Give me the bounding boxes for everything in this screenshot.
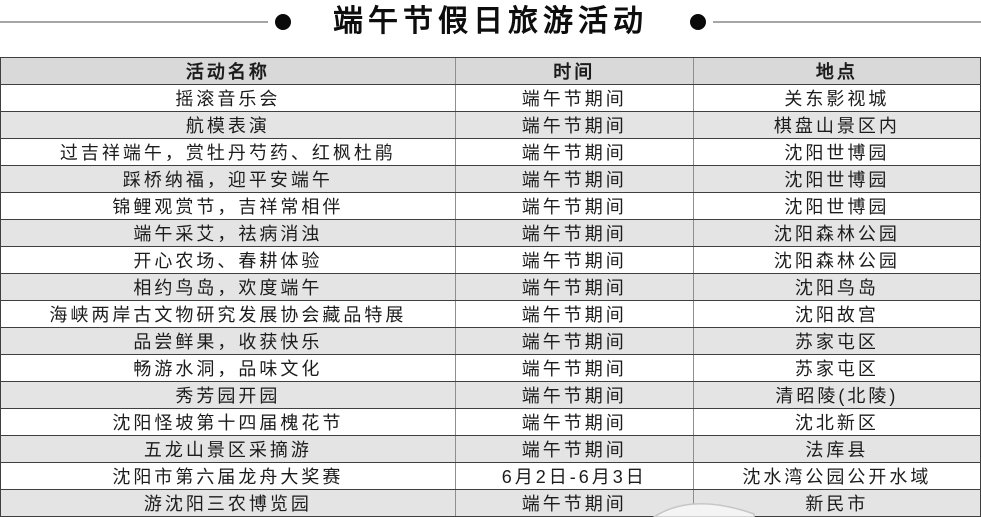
bullet-left-icon xyxy=(275,14,291,30)
title-rule-left xyxy=(0,21,268,23)
table-row: 畅游水洞，品味文化 端午节期间 苏家屯区 xyxy=(0,354,981,382)
cell-time: 端午节期间 xyxy=(454,192,694,220)
cell-activity-name: 摇滚音乐会 xyxy=(0,84,456,112)
cell-time: 端午节期间 xyxy=(454,273,694,301)
table-row: 秀芳园开园 端午节期间 清昭陵(北陵) xyxy=(0,381,981,409)
cell-time: 端午节期间 xyxy=(454,354,694,382)
cell-place: 法库县 xyxy=(692,435,981,463)
cell-time: 端午节期间 xyxy=(454,84,694,112)
cell-time: 端午节期间 xyxy=(454,435,694,463)
column-header-activity: 活动名称 xyxy=(0,57,456,85)
cell-activity-name: 品尝鲜果，收获快乐 xyxy=(0,327,456,355)
table-row: 品尝鲜果，收获快乐 端午节期间 苏家屯区 xyxy=(0,327,981,355)
table-row: 五龙山景区采摘游 端午节期间 法库县 xyxy=(0,435,981,463)
table-body: 摇滚音乐会 端午节期间 关东影视城 航模表演 端午节期间 棋盘山景区内 过吉祥端午，赏牡丹芍… xyxy=(0,84,981,517)
cell-time: 端午节期间 xyxy=(454,300,694,328)
cell-place: 沈阳故宫 xyxy=(692,300,981,328)
cell-activity-name: 端午采艾，祛病消浊 xyxy=(0,219,456,247)
column-header-time: 时间 xyxy=(454,57,694,85)
cell-time: 端午节期间 xyxy=(454,381,694,409)
cell-time: 端午节期间 xyxy=(454,327,694,355)
cell-place: 新民市 xyxy=(692,489,981,517)
cell-time: 端午节期间 xyxy=(454,219,694,247)
cell-place: 沈阳世博园 xyxy=(692,138,981,166)
table-row: 过吉祥端午，赏牡丹芍药、红枫杜鹃 端午节期间 沈阳世博园 xyxy=(0,138,981,166)
title-rule-right xyxy=(713,21,981,23)
cell-activity-name: 过吉祥端午，赏牡丹芍药、红枫杜鹃 xyxy=(0,138,456,166)
cell-activity-name: 秀芳园开园 xyxy=(0,381,456,409)
cell-activity-name: 游沈阳三农博览园 xyxy=(0,489,456,517)
table-row: 开心农场、春耕体验 端午节期间 沈阳森林公园 xyxy=(0,246,981,274)
column-header-place: 地点 xyxy=(692,57,981,85)
activities-table: 活动名称 时间 地点 摇滚音乐会 端午节期间 关东影视城 航模表演 端午节期间 棋盘山景区… xyxy=(0,57,981,517)
title-band: 端午节假日旅游活动 xyxy=(0,0,981,57)
table-row: 端午采艾，祛病消浊 端午节期间 沈阳森林公园 xyxy=(0,219,981,247)
cell-activity-name: 畅游水洞，品味文化 xyxy=(0,354,456,382)
cell-place: 清昭陵(北陵) xyxy=(692,381,981,409)
cell-activity-name: 航模表演 xyxy=(0,111,456,139)
cell-time: 6月2日-6月3日 xyxy=(454,462,694,490)
cell-place: 苏家屯区 xyxy=(692,354,981,382)
cell-activity-name: 相约鸟岛，欢度端午 xyxy=(0,273,456,301)
cell-place: 棋盘山景区内 xyxy=(692,111,981,139)
cell-place: 关东影视城 xyxy=(692,84,981,112)
table-row: 航模表演 端午节期间 棋盘山景区内 xyxy=(0,111,981,139)
table-header-row: 活动名称 时间 地点 xyxy=(0,57,981,85)
cell-place: 沈阳鸟岛 xyxy=(692,273,981,301)
cell-time: 端午节期间 xyxy=(454,246,694,274)
cell-activity-name: 开心农场、春耕体验 xyxy=(0,246,456,274)
table-row: 摇滚音乐会 端午节期间 关东影视城 xyxy=(0,84,981,112)
table-row: 沈阳怪坡第十四届槐花节 端午节期间 沈北新区 xyxy=(0,408,981,436)
table-row: 相约鸟岛，欢度端午 端午节期间 沈阳鸟岛 xyxy=(0,273,981,301)
table-row: 游沈阳三农博览园 端午节期间 新民市 xyxy=(0,489,981,517)
table-row: 踩桥纳福，迎平安端午 端午节期间 沈阳世博园 xyxy=(0,165,981,193)
cell-place: 沈阳森林公园 xyxy=(692,219,981,247)
cell-time: 端午节期间 xyxy=(454,165,694,193)
cell-activity-name: 五龙山景区采摘游 xyxy=(0,435,456,463)
cell-place: 沈北新区 xyxy=(692,408,981,436)
table-row: 沈阳市第六届龙舟大奖赛 6月2日-6月3日 沈水湾公园公开水域 xyxy=(0,462,981,490)
table-row: 锦鲤观赏节，吉祥常相伴 端午节期间 沈阳世博园 xyxy=(0,192,981,220)
cell-activity-name: 沈阳怪坡第十四届槐花节 xyxy=(0,408,456,436)
cell-activity-name: 海峡两岸古文物研究发展协会藏品特展 xyxy=(0,300,456,328)
cell-activity-name: 沈阳市第六届龙舟大奖赛 xyxy=(0,462,456,490)
cell-time: 端午节期间 xyxy=(454,489,694,517)
table-row: 海峡两岸古文物研究发展协会藏品特展 端午节期间 沈阳故宫 xyxy=(0,300,981,328)
cell-time: 端午节期间 xyxy=(454,138,694,166)
bullet-right-icon xyxy=(690,14,706,30)
cell-place: 沈阳世博园 xyxy=(692,192,981,220)
cell-activity-name: 踩桥纳福，迎平安端午 xyxy=(0,165,456,193)
cell-time: 端午节期间 xyxy=(454,111,694,139)
cell-activity-name: 锦鲤观赏节，吉祥常相伴 xyxy=(0,192,456,220)
cell-place: 沈阳世博园 xyxy=(692,165,981,193)
cell-time: 端午节期间 xyxy=(454,408,694,436)
cell-place: 沈阳森林公园 xyxy=(692,246,981,274)
cell-place: 苏家屯区 xyxy=(692,327,981,355)
page-title: 端午节假日旅游活动 xyxy=(333,5,648,38)
cell-place: 沈水湾公园公开水域 xyxy=(692,462,981,490)
